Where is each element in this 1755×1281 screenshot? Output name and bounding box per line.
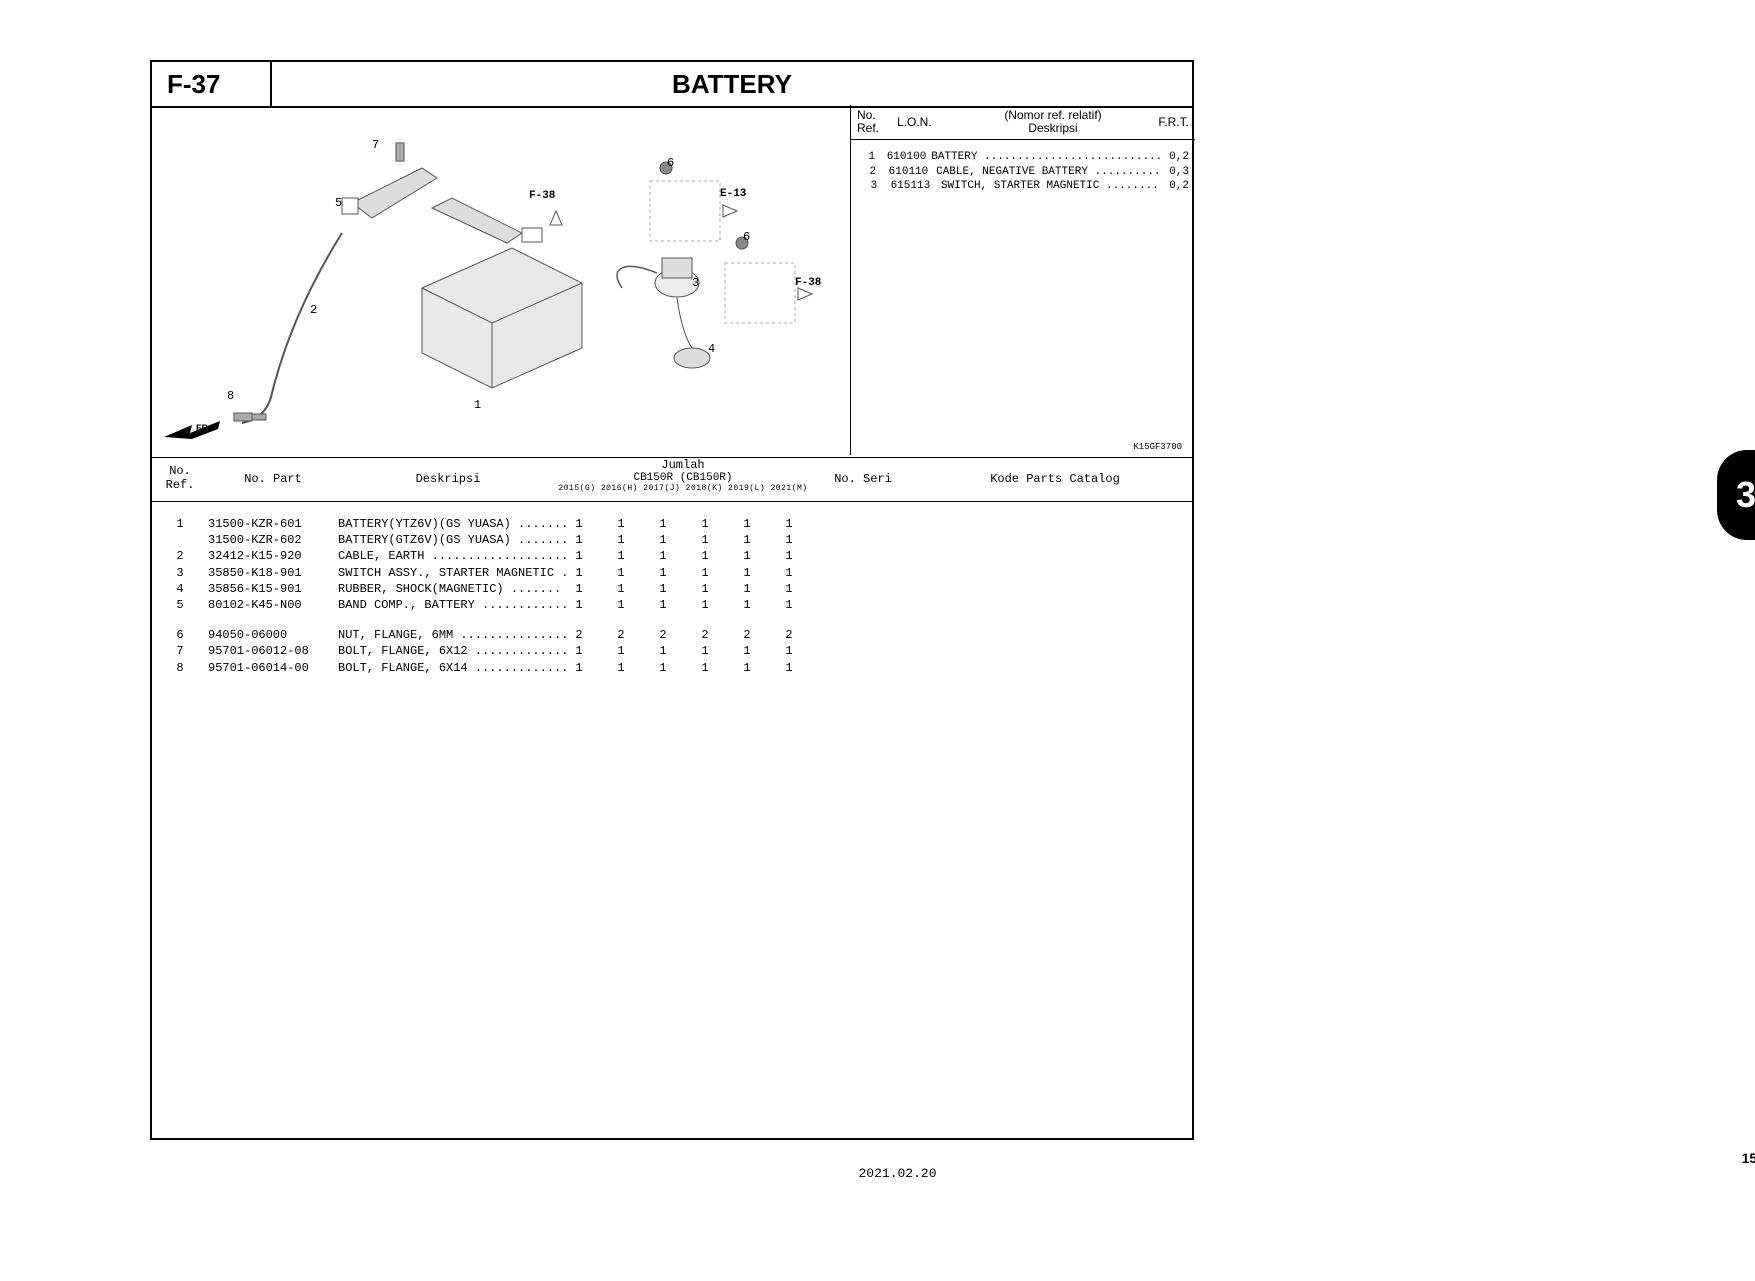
header-row: F-37 BATTERY bbox=[152, 62, 1192, 108]
side-reference-panel: No.Ref. L.O.N. (Nomor ref. relatif) Desk… bbox=[850, 105, 1195, 455]
table-row: 31500-KZR-602BATTERY(GTZ6V)(GS YUASA) ..… bbox=[152, 532, 1192, 548]
th-seri: No. Seri bbox=[808, 458, 918, 501]
sh-lon: L.O.N. bbox=[897, 115, 957, 129]
side-body: 1610100BATTERY .........................… bbox=[851, 140, 1195, 203]
side-header: No.Ref. L.O.N. (Nomor ref. relatif) Desk… bbox=[851, 105, 1195, 140]
table-row: 895701-06014-00BOLT, FLANGE, 6X14 ......… bbox=[152, 660, 1192, 676]
ref-f38: F-38 bbox=[795, 277, 821, 289]
callout-3: 3 bbox=[692, 276, 699, 290]
page: F-37 BATTERY bbox=[20, 20, 1755, 1261]
callout-2: 2 bbox=[310, 303, 317, 317]
front-arrow-icon: FR. bbox=[162, 417, 222, 447]
section-tab: 3 bbox=[1717, 450, 1755, 540]
table-row: 335850-K18-901SWITCH ASSY., STARTER MAGN… bbox=[152, 565, 1192, 581]
sh-desc: (Nomor ref. relatif) Deskripsi bbox=[957, 109, 1149, 135]
th-ref: No.Ref. bbox=[152, 458, 208, 501]
table-row: 232412-K15-920CABLE, EARTH .............… bbox=[152, 548, 1192, 564]
table-row: 795701-06012-08BOLT, FLANGE, 6X12 ......… bbox=[152, 643, 1192, 659]
table-row: 580102-K45-N00BAND COMP., BATTERY ......… bbox=[152, 597, 1192, 613]
table-row: 131500-KZR-601BATTERY(YTZ6V)(GS YUASA) .… bbox=[152, 516, 1192, 532]
side-row: 3615113SWITCH, STARTER MAGNETIC ........… bbox=[857, 179, 1189, 193]
sh-frt: F.R.T. bbox=[1149, 115, 1189, 129]
callout-6: 6 bbox=[667, 156, 674, 170]
section-title: BATTERY bbox=[272, 62, 1192, 106]
side-row: 1610100BATTERY .........................… bbox=[857, 150, 1189, 164]
callout-4: 4 bbox=[708, 342, 715, 356]
ref-f38-top: F-38 bbox=[529, 190, 555, 202]
table-row: 694050-06000NUT, FLANGE, 6MM ...........… bbox=[152, 627, 1192, 643]
section-code: F-37 bbox=[152, 62, 272, 106]
parts-diagram-icon bbox=[172, 113, 872, 453]
callout-5: 5 bbox=[335, 196, 342, 210]
th-part: No. Part bbox=[208, 458, 338, 501]
table-row: 435856-K15-901RUBBER, SHOCK(MAGNETIC) ..… bbox=[152, 581, 1192, 597]
callout-7: 7 bbox=[372, 138, 379, 152]
th-kode: Kode Parts Catalog bbox=[918, 458, 1192, 501]
parts-table-header: No.Ref. No. Part Deskripsi Jumlah CB150R… bbox=[152, 458, 1192, 502]
svg-text:FR.: FR. bbox=[196, 423, 211, 433]
ref-e13: E-13 bbox=[720, 188, 746, 200]
callout-6b: 6 bbox=[743, 230, 750, 244]
footer-date: 2021.02.20 bbox=[20, 1166, 1755, 1181]
th-desc: Deskripsi bbox=[338, 458, 558, 501]
parts-table-body: 131500-KZR-601BATTERY(YTZ6V)(GS YUASA) .… bbox=[152, 502, 1192, 676]
page-number: 153 bbox=[1742, 1150, 1755, 1166]
th-jumlah: Jumlah CB150R (CB150R) 2015(G) 2016(H) 2… bbox=[558, 458, 808, 501]
callout-8: 8 bbox=[227, 389, 234, 403]
callout-1: 1 bbox=[474, 398, 481, 412]
side-row: 2610110CABLE, NEGATIVE BATTERY .........… bbox=[857, 165, 1189, 179]
sh-ref: No.Ref. bbox=[857, 109, 897, 135]
